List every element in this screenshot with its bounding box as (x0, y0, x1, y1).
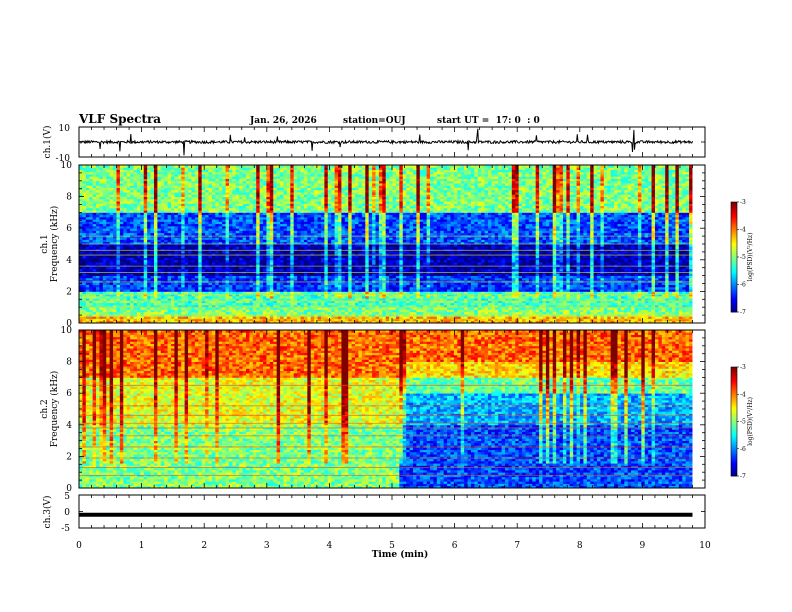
x-tick-label: 10 (699, 541, 711, 551)
colorbar-tick-label: -7 (740, 309, 746, 316)
colorbar-tick-label: -4 (740, 227, 746, 234)
x-tick-label: 9 (640, 541, 646, 551)
colorbar-tick-label: -3 (740, 364, 746, 371)
ch1-colorbar: -3 -4 -5 -6 -7 log(PSD)(V²/Hz) (731, 199, 754, 316)
x-tick-label: 1 (139, 541, 145, 551)
ch2-spectrogram-ylabel-channel: ch.2 (40, 399, 50, 418)
colorbar-tick-label: -7 (740, 473, 746, 480)
ytick-label: 2 (66, 287, 72, 297)
ch1-ytick-top: 10 (59, 124, 71, 134)
ytick-label: 6 (66, 389, 72, 399)
colorbar-tick-label: -6 (740, 446, 746, 453)
ch1-waveform-panel: 10 -10 ch.1(V) (42, 124, 705, 164)
ch2-spectrogram-ylabel-frequency: Frequency (kHz) (49, 371, 60, 448)
colorbar-tick-label: -4 (740, 391, 746, 398)
ch3-waveform-panel: 5 0 -5 ch.3(V) (42, 492, 705, 534)
ch3-ytick-mid: 0 (64, 508, 70, 518)
header-date: Jan. 26, 2026 (249, 116, 317, 126)
ch1-spectrogram-ylabel-channel: ch.1 (40, 234, 50, 253)
colorbar-tick-label: -3 (740, 199, 746, 206)
ytick-label: 4 (66, 421, 72, 431)
x-tick-label: 2 (201, 541, 207, 551)
colorbar-tick-label: -5 (740, 419, 746, 426)
x-tick-label: 6 (452, 541, 458, 551)
colorbar-tick-label: -5 (740, 254, 746, 261)
colorbar-label: log(PSD)(V²/Hz) (747, 397, 754, 446)
x-tick-label: 7 (514, 541, 520, 551)
ch1-spectrogram-image (79, 165, 705, 323)
ytick-label: 8 (66, 193, 72, 203)
ch1-spectrogram-ylabel-frequency: Frequency (kHz) (49, 206, 60, 283)
x-tick-label: 8 (577, 541, 583, 551)
ytick-label: 10 (61, 326, 73, 336)
ytick-label: 8 (66, 358, 72, 368)
ch2-spectrogram-image (79, 330, 705, 488)
ch2-colorbar: -3 -4 -5 -6 -7 log(PSD)(V²/Hz) (731, 364, 754, 480)
x-tick-label: 0 (76, 541, 82, 551)
x-tick-label: 3 (264, 541, 270, 551)
header-start-time: start UT = 17: 0 : 0 (437, 116, 540, 126)
ytick-label: 4 (66, 256, 72, 266)
ch3-ylabel: ch.3(V) (42, 496, 53, 529)
header-station: station=OUJ (343, 116, 406, 126)
ytick-label: 6 (66, 224, 72, 234)
ch3-ytick-top: 5 (64, 492, 70, 502)
x-axis-label: Time (min) (372, 549, 429, 560)
ch3-ytick-bottom: -5 (61, 524, 70, 534)
x-tick-label: 4 (327, 541, 333, 551)
ytick-label: 2 (66, 452, 72, 462)
colorbar-label: log(PSD)(V²/Hz) (747, 233, 754, 282)
figure-title: VLF Spectra (78, 112, 161, 126)
colorbar-tick-label: -6 (740, 282, 746, 289)
ytick-label: 10 (61, 161, 73, 171)
ch1-ylabel: ch.1(V) (42, 126, 53, 159)
